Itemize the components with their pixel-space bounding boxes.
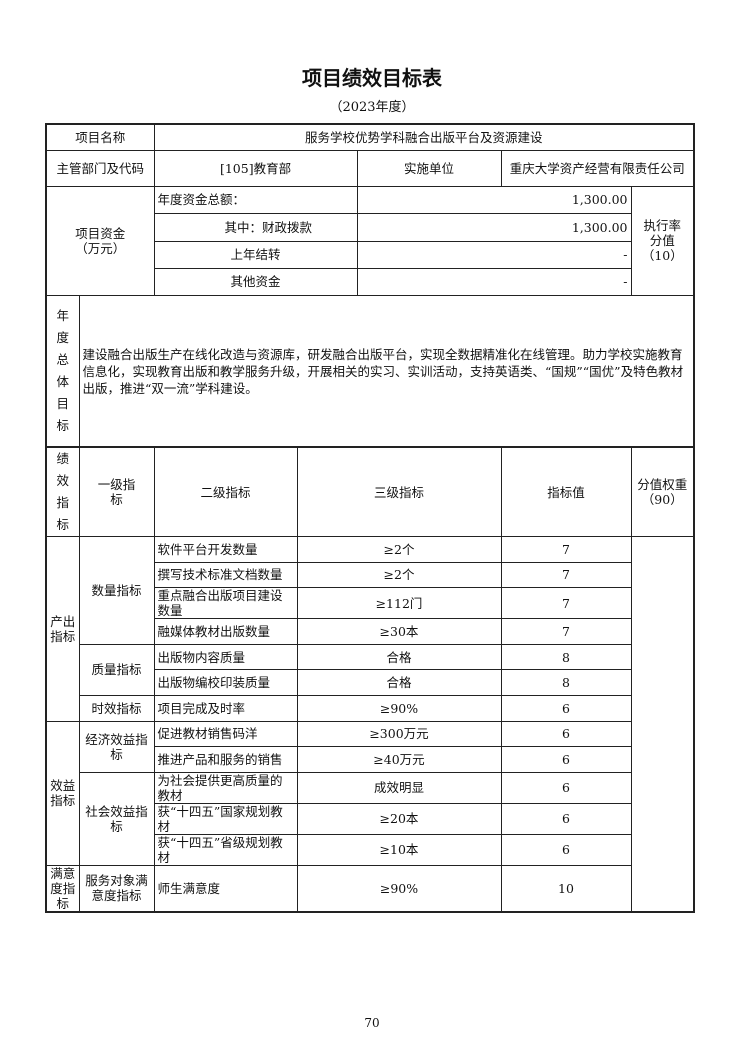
level3-indicator: 出版物内容质量 xyxy=(153,643,298,671)
table-row: 出版物编校印装质量 合格 8 xyxy=(46,669,694,696)
table-row: 满意度指标 服务对象满意度指标 师生满意度 ≥90% 10 xyxy=(45,864,694,913)
level1-indicator: 效益指标 xyxy=(45,720,80,866)
header-level3: 三级指标 xyxy=(296,446,502,537)
header-level1: 一级指标 xyxy=(78,446,155,537)
indicator-value: 成效明显 xyxy=(296,771,502,804)
indicators-table: 绩效指标 一级指标 二级指标 三级指标 指标值 分值权重（90） 产出指标 数量指… xyxy=(45,446,695,913)
indicator-value: ≥2个 xyxy=(296,536,502,563)
level2-indicator: 经济效益指标 xyxy=(78,720,155,773)
fund-value: 1,300.00 xyxy=(356,185,632,214)
goal-text: 建设融合出版生产在线化改造与资源库，研发融合出版平台，实现全数据精准化在线管理。… xyxy=(78,294,695,448)
indicator-weight: 7 xyxy=(500,587,632,620)
table-row: 融媒体教材出版数量 ≥30本 7 xyxy=(46,618,694,645)
project-name-label: 项目名称 xyxy=(45,123,155,151)
fund-label: 其中：财政拨款 xyxy=(153,212,358,242)
funds-label: 项目资金（万元） xyxy=(45,185,155,296)
indicator-weight: 8 xyxy=(500,643,632,671)
level2-indicator: 数量指标 xyxy=(78,536,155,645)
fund-value: - xyxy=(356,267,632,296)
project-name: 服务学校优势学科融合出版平台及资源建设 xyxy=(153,123,695,151)
fund-value: 1,300.00 xyxy=(356,212,632,242)
level1-indicator: 满意度指标 xyxy=(45,864,80,913)
level2-indicator: 服务对象满意度指标 xyxy=(78,864,155,913)
level3-indicator: 促进教材销售码洋 xyxy=(153,720,298,748)
level3-indicator: 获“十四五”省级规划教材 xyxy=(153,833,298,866)
indicator-value: ≥20本 xyxy=(296,802,502,835)
unit-value: 重庆大学资产经营有限责任公司 xyxy=(500,149,695,187)
level3-indicator: 重点融合出版项目建设数量 xyxy=(153,587,298,620)
indicator-value: ≥2个 xyxy=(296,561,502,589)
dept-label: 主管部门及代码 xyxy=(45,149,155,187)
indicator-value: ≥40万元 xyxy=(296,746,502,773)
indicator-value: 合格 xyxy=(296,669,502,696)
indicator-weight: 7 xyxy=(500,618,632,645)
indicator-weight: 6 xyxy=(500,802,632,835)
table-row: 获“十四五”国家规划教材 ≥20本 6 xyxy=(46,802,694,835)
indicator-weight: 7 xyxy=(500,536,632,563)
dept-value: [105]教育部 xyxy=(153,149,358,187)
fund-label: 年度资金总额： xyxy=(153,185,358,214)
goal-label: 年度总体目标 xyxy=(45,294,80,448)
header-level2: 二级指标 xyxy=(153,446,298,537)
table-row: 获“十四五”省级规划教材 ≥10本 6 xyxy=(46,833,694,866)
year-subtitle: （2023年度） xyxy=(329,100,415,115)
indicator-weight: 10 xyxy=(500,864,632,913)
level1-indicator: 产出指标 xyxy=(45,536,80,722)
table-row: 重点融合出版项目建设数量 ≥112门 7 xyxy=(46,587,694,620)
page-number: 70 xyxy=(364,1016,380,1030)
indicator-value: 合格 xyxy=(296,643,502,671)
table-row: 推进产品和服务的销售 ≥40万元 6 xyxy=(46,746,694,773)
indicator-value: ≥90% xyxy=(296,694,502,722)
table-row: 社会效益指标 为社会提供更高质量的教材 成效明显 6 xyxy=(46,771,694,866)
indicator-weight: 6 xyxy=(500,833,632,866)
level2-indicator: 社会效益指标 xyxy=(78,771,155,866)
project-info-table: 项目名称 服务学校优势学科融合出版平台及资源建设 主管部门及代码 [105]教育… xyxy=(45,123,696,448)
exec-rate-label: 执行率分值（10） xyxy=(630,185,695,296)
level3-indicator: 出版物编校印装质量 xyxy=(153,669,298,696)
indicator-weight: 6 xyxy=(500,720,632,748)
indicator-weight: 6 xyxy=(500,694,632,722)
indicator-value: ≥112门 xyxy=(296,587,502,620)
indicator-value: ≥10本 xyxy=(296,833,502,866)
table-row: 产出指标 数量指标 软件平台开发数量 ≥2个 7 xyxy=(45,536,694,722)
page-title: 项目绩效目标表 xyxy=(302,66,442,90)
table-row: 时效指标 项目完成及时率 ≥90% 6 xyxy=(46,694,694,722)
level3-indicator: 师生满意度 xyxy=(153,864,298,913)
table-row: 质量指标 出版物内容质量 合格 8 xyxy=(46,643,694,696)
indicator-value: ≥90% xyxy=(296,864,502,913)
indicator-value: ≥30本 xyxy=(296,618,502,645)
level2-indicator: 质量指标 xyxy=(78,643,155,696)
indicator-weight: 6 xyxy=(500,746,632,773)
table-row: 效益指标 经济效益指标 促进教材销售码洋 ≥300万元 6 xyxy=(45,720,694,866)
level3-indicator: 撰写技术标准文档数量 xyxy=(153,561,298,589)
level2-indicator: 时效指标 xyxy=(78,694,155,722)
level3-indicator: 项目完成及时率 xyxy=(153,694,298,722)
fund-value: - xyxy=(356,240,632,269)
level3-indicator: 为社会提供更高质量的教材 xyxy=(153,771,298,804)
level3-indicator: 获“十四五”国家规划教材 xyxy=(153,802,298,835)
section-label: 绩效指标 xyxy=(45,446,80,537)
level3-indicator: 软件平台开发数量 xyxy=(153,536,298,563)
level3-indicator: 融媒体教材出版数量 xyxy=(153,618,298,645)
indicator-value: ≥300万元 xyxy=(296,720,502,748)
indicator-weight: 7 xyxy=(500,561,632,589)
unit-label: 实施单位 xyxy=(356,149,502,187)
indicator-weight: 8 xyxy=(500,669,632,696)
table-row: 撰写技术标准文档数量 ≥2个 7 xyxy=(46,561,694,589)
fund-label: 上年结转 xyxy=(153,240,358,269)
header-value: 指标值 xyxy=(500,446,632,537)
fund-label: 其他资金 xyxy=(153,267,358,296)
level3-indicator: 推进产品和服务的销售 xyxy=(153,746,298,773)
header-weight: 分值权重（90） xyxy=(630,446,695,537)
indicator-weight: 6 xyxy=(500,771,632,804)
